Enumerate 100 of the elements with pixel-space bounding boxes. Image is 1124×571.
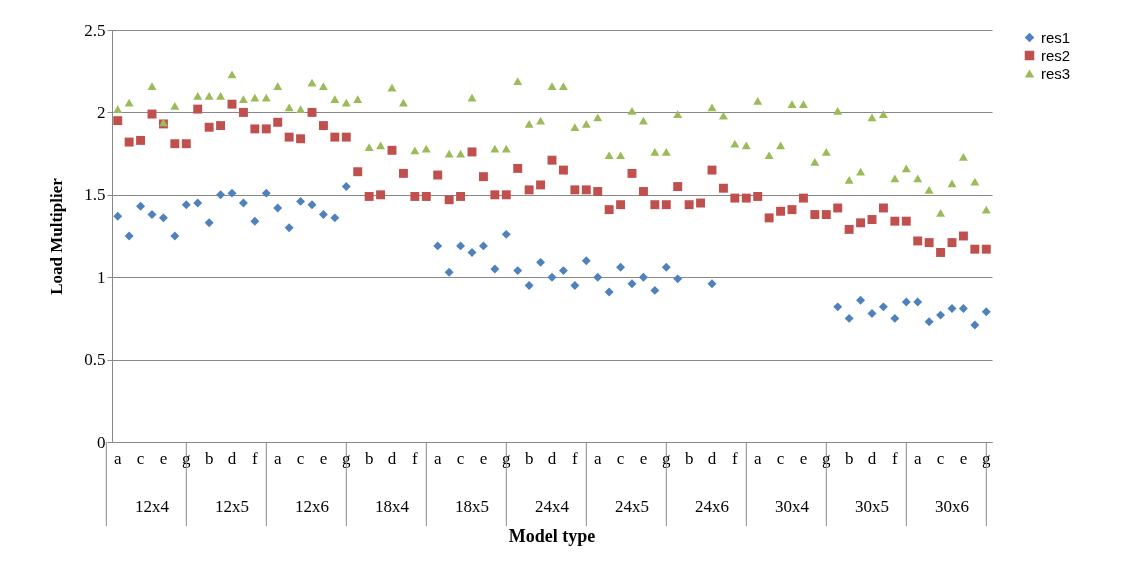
legend-label: res1 <box>1041 28 1071 46</box>
point <box>467 248 477 257</box>
x-tick-label: b <box>364 448 374 468</box>
point <box>536 257 546 267</box>
x-tick-label: d <box>227 448 237 468</box>
x-tick-label: c <box>776 448 785 468</box>
point <box>341 182 351 192</box>
text: 24x5 <box>615 497 649 516</box>
y-tick-label: 1.5 <box>84 185 106 205</box>
point <box>707 279 717 289</box>
point <box>593 272 603 282</box>
x-tick-label: d <box>387 448 397 468</box>
point <box>478 241 488 251</box>
point <box>833 302 843 312</box>
x-tick-label: g <box>502 448 512 468</box>
point <box>456 241 466 251</box>
x-tick-label: b <box>684 448 694 468</box>
x-tick-label: f <box>412 448 419 468</box>
point <box>296 196 306 206</box>
x-tick-label: g <box>662 448 672 468</box>
text: 30x5 <box>855 497 889 516</box>
text: 18x4 <box>375 497 410 516</box>
point <box>661 262 671 272</box>
point <box>867 308 877 318</box>
point <box>913 297 923 307</box>
point <box>158 213 168 223</box>
point <box>616 262 626 272</box>
x-tick-label: c <box>936 448 945 468</box>
x-tick-label: d <box>867 448 877 468</box>
legend-label: res2 <box>1041 46 1071 64</box>
text: 12x5 <box>215 497 249 516</box>
x-tick-label: b <box>844 448 854 468</box>
point <box>570 280 580 290</box>
x-tick-label: a <box>273 448 282 468</box>
x-tick-label: e <box>319 448 328 468</box>
point <box>193 198 203 208</box>
point <box>273 203 283 213</box>
x-tick-label: f <box>732 448 739 468</box>
x-tick-label: d <box>707 448 717 468</box>
point <box>261 188 271 198</box>
point <box>604 287 614 297</box>
y-tick-label: 0 <box>97 432 106 452</box>
x-tick-label: f <box>892 448 899 468</box>
point <box>444 267 454 277</box>
point <box>330 213 340 223</box>
text: 24x4 <box>535 497 570 516</box>
point <box>204 218 214 228</box>
point <box>136 201 146 211</box>
text: 18x5 <box>455 497 489 516</box>
y-tick-label: 2.5 <box>84 20 106 40</box>
y-axis-title: Load Multiplier <box>47 177 67 295</box>
x-tick-label: b <box>524 448 534 468</box>
x-tick-label: a <box>913 448 922 468</box>
x-tick-label: c <box>616 448 625 468</box>
point <box>238 198 248 208</box>
x-tick-label: e <box>959 448 968 468</box>
x-tick-label: e <box>799 448 808 468</box>
point <box>673 274 683 284</box>
point <box>113 211 123 221</box>
point <box>970 320 980 330</box>
x-tick-label: c <box>456 448 465 468</box>
point <box>524 280 534 290</box>
point <box>844 313 854 323</box>
point <box>216 190 226 200</box>
x-tick-label: a <box>593 448 602 468</box>
x-tick-label: g <box>982 448 992 468</box>
x-tick-label: g <box>822 448 832 468</box>
point <box>501 229 511 239</box>
text: 30x4 <box>775 497 810 516</box>
x-tick-label: f <box>252 448 259 468</box>
text: 12x6 <box>295 497 329 516</box>
legend-label: res3 <box>1041 64 1071 82</box>
text: 30x6 <box>935 497 969 516</box>
point <box>147 210 157 220</box>
point <box>981 307 991 317</box>
point <box>181 200 191 210</box>
x-tick-label: d <box>547 448 557 468</box>
x-tick-label: c <box>136 448 145 468</box>
point <box>638 272 648 282</box>
point <box>547 272 557 282</box>
y-tick-label: 1 <box>97 267 106 287</box>
point <box>227 188 237 198</box>
point <box>878 302 888 312</box>
x-tick-label: b <box>204 448 214 468</box>
point <box>490 264 500 274</box>
point <box>250 216 260 226</box>
point <box>513 266 523 276</box>
point <box>170 231 180 241</box>
point <box>284 223 294 233</box>
point <box>856 295 866 305</box>
x-tick-label: g <box>342 448 352 468</box>
point <box>901 297 911 307</box>
x-tick-label: c <box>296 448 305 468</box>
x-tick-label: a <box>753 448 762 468</box>
point <box>627 279 637 289</box>
x-tick-label: a <box>433 448 442 468</box>
x-tick-label: e <box>159 448 168 468</box>
point <box>581 256 591 266</box>
point <box>936 310 946 320</box>
point <box>124 231 134 241</box>
